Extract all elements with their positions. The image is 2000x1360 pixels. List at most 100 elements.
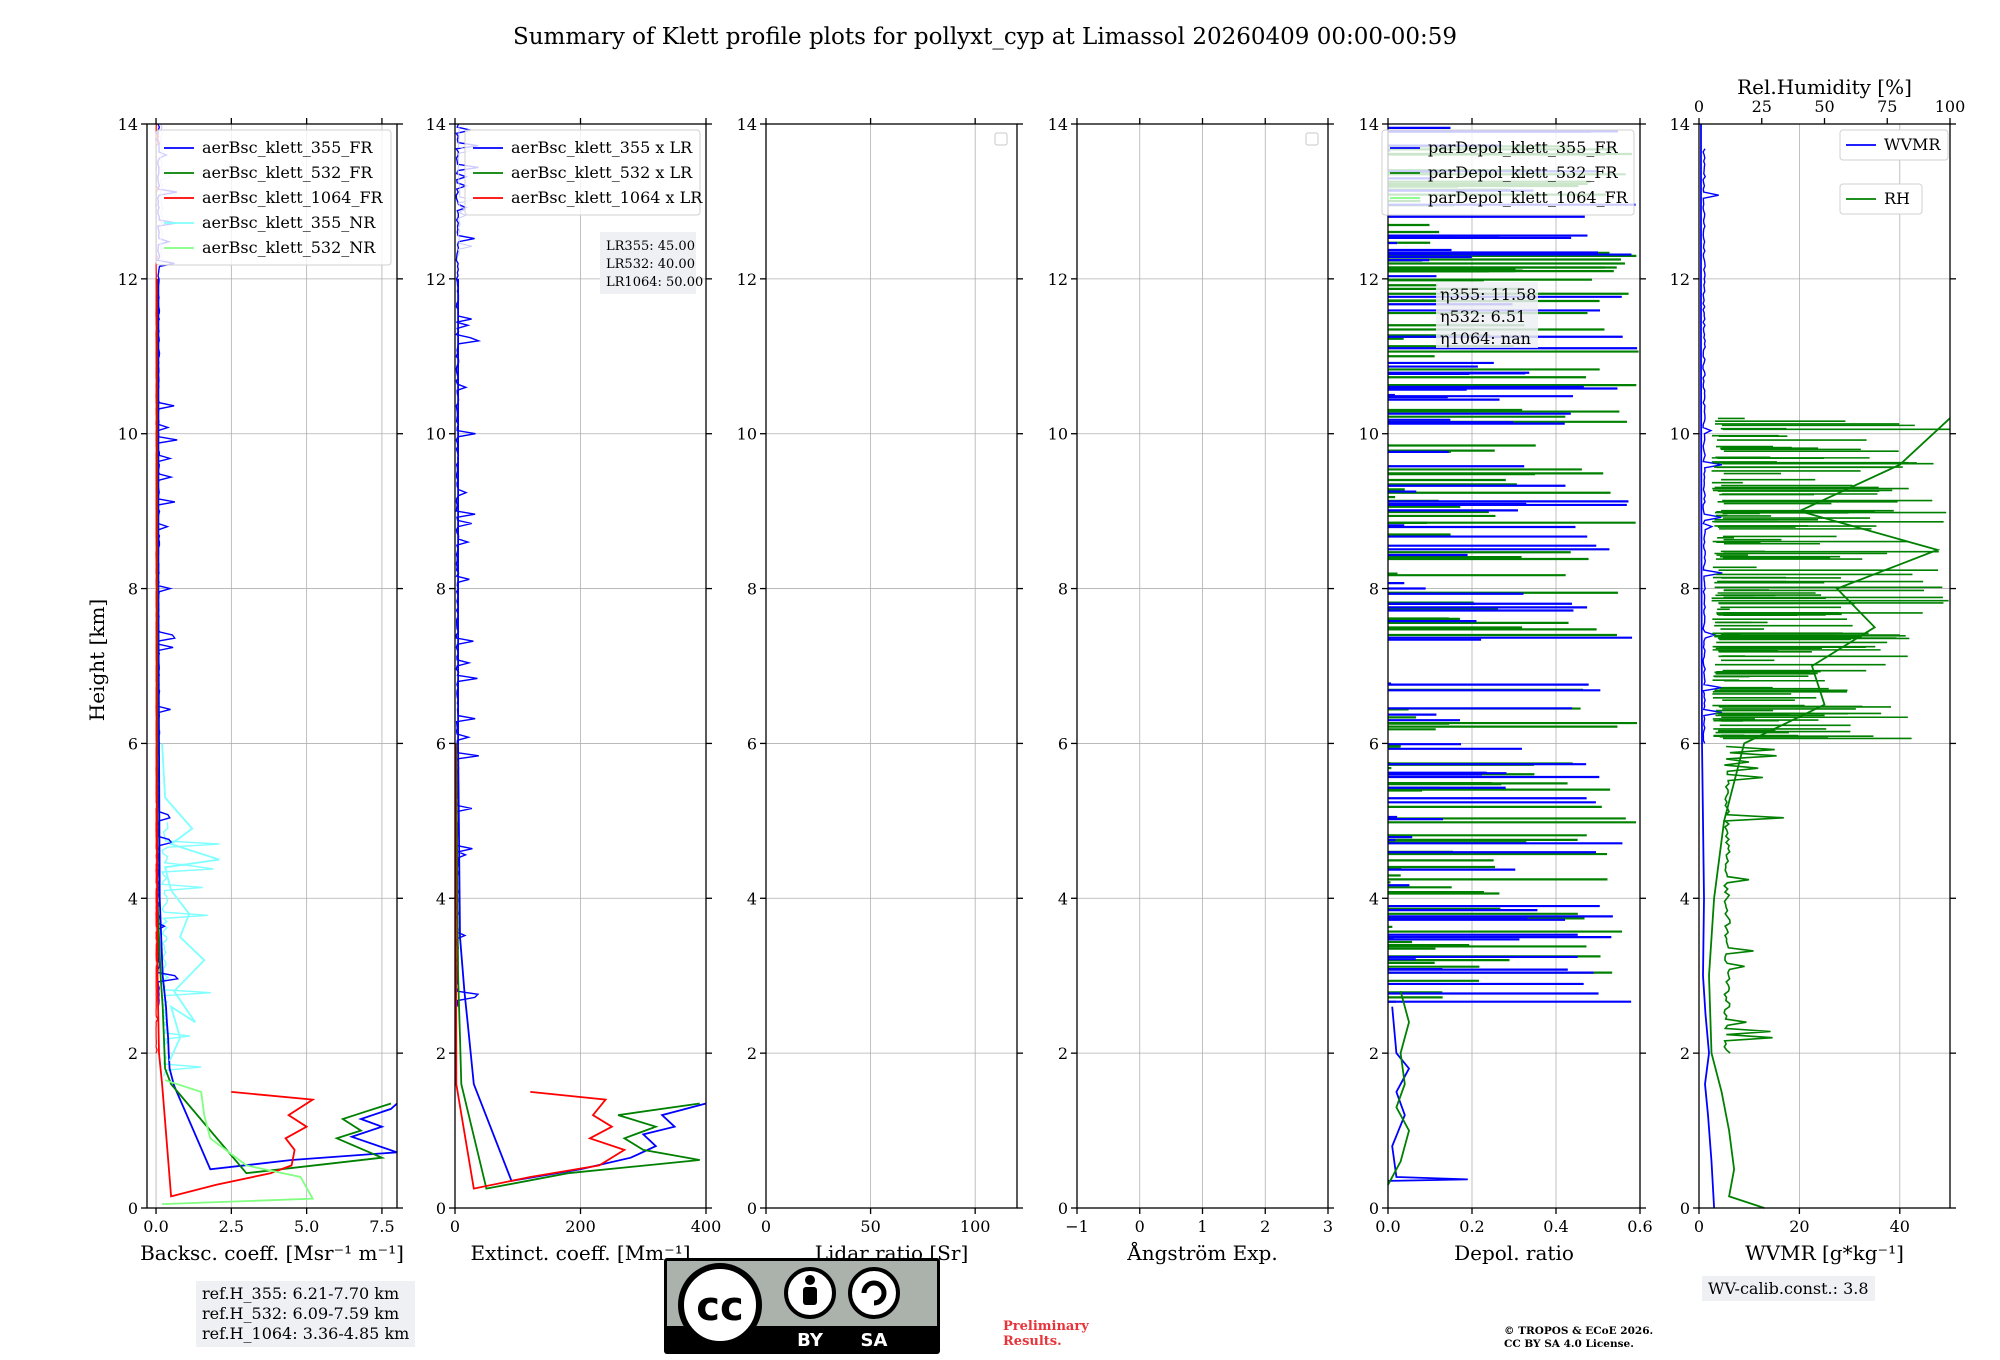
y-tick-label: 6 xyxy=(1058,734,1068,753)
x-tick-label: 100 xyxy=(960,1217,991,1236)
y-tick-label: 10 xyxy=(1359,425,1379,444)
y-tick-label: 14 xyxy=(1359,115,1379,134)
legend-entry: WVMR xyxy=(1884,135,1941,154)
y-tick-label: 12 xyxy=(1670,270,1690,289)
y-tick-label: 4 xyxy=(1058,889,1068,908)
x-axis-label: Depol. ratio xyxy=(1454,1241,1574,1265)
y-tick-label: 8 xyxy=(128,580,138,599)
eta-info-box xyxy=(1436,282,1538,348)
plot-area xyxy=(147,124,397,1208)
y-tick-label: 12 xyxy=(118,270,138,289)
axes-frame xyxy=(765,123,1018,1209)
legend-entry: aerBsc_klett_355 x LR xyxy=(511,138,693,157)
x-tick-label: 0 xyxy=(1694,1217,1704,1236)
y-tick-label: 10 xyxy=(426,425,446,444)
plot-area xyxy=(766,124,1017,1208)
lr-label: LR532: 40.00 xyxy=(606,257,695,272)
y-tick-label: 2 xyxy=(1058,1044,1068,1063)
plot-area xyxy=(1699,124,1950,1208)
copyright-note: © TROPOS & ECoE 2026. CC BY SA 4.0 Licen… xyxy=(1504,1325,1653,1351)
empty-legend xyxy=(994,132,1008,146)
eta-label: η355: 11.58 xyxy=(1440,285,1536,304)
legend-entry: parDepol_klett_532_FR xyxy=(1428,163,1619,182)
y-tick-label: 10 xyxy=(1048,425,1068,444)
lr-info-box xyxy=(600,232,696,294)
y-tick-label: 4 xyxy=(128,889,138,908)
series-aerBsc-klett-532-x-LR xyxy=(455,743,700,1190)
y-tick-label: 4 xyxy=(1369,889,1379,908)
y-tick-label: 0 xyxy=(1680,1199,1690,1218)
y-tick-label: 6 xyxy=(128,734,138,753)
series-aerBsc-klett-1064-x-LR xyxy=(454,743,627,1190)
y-tick-label: 2 xyxy=(1369,1044,1379,1063)
y-tick-label: 2 xyxy=(747,1044,757,1063)
reference-heights-box: ref.H_355: 6.21-7.70 km ref.H_532: 6.09-… xyxy=(196,1281,416,1347)
y-tick-label: 10 xyxy=(118,425,138,444)
y-tick-label: 8 xyxy=(1369,580,1379,599)
x-tick-label: 0.2 xyxy=(1459,1217,1484,1236)
x-tick-label: 7.5 xyxy=(369,1217,394,1236)
copyright-line-2: CC BY SA 4.0 License. xyxy=(1504,1338,1634,1350)
y-tick-label: 0 xyxy=(747,1199,757,1218)
series-aerBsc-klett-355-FR xyxy=(157,278,398,1171)
legend-entry: aerBsc_klett_355_FR xyxy=(202,138,373,157)
preliminary-line-1: Preliminary xyxy=(1003,1319,1089,1334)
series-aerBsc-klett-532-FR xyxy=(156,278,392,1175)
series-aerBsc-klett-532-NR xyxy=(162,1079,315,1205)
y-tick-label: 4 xyxy=(436,889,446,908)
ref-height-1064: ref.H_1064: 3.36-4.85 km xyxy=(202,1324,410,1343)
y-tick-label: 0 xyxy=(1369,1199,1379,1218)
preliminary-results-note: Preliminary Results. xyxy=(1003,1319,1089,1349)
series-aerBsc-klett-1064-FR xyxy=(155,278,316,1198)
series-RH xyxy=(1708,417,1951,1209)
legend-entry: aerBsc_klett_532 x LR xyxy=(511,163,693,182)
x-tick-label: 2 xyxy=(1260,1217,1270,1236)
y-tick-label: 6 xyxy=(1369,734,1379,753)
y-tick-label: 6 xyxy=(436,734,446,753)
y-tick-label: 12 xyxy=(1048,270,1068,289)
y-tick-label: 0 xyxy=(436,1199,446,1218)
top-tick-label: 50 xyxy=(1814,97,1834,116)
eta-label: η1064: nan xyxy=(1440,329,1531,348)
eta-label: η532: 6.51 xyxy=(1440,307,1526,326)
y-tick-label: 14 xyxy=(426,115,446,134)
x-tick-label: 0.0 xyxy=(1375,1217,1400,1236)
x-tick-label: 2.5 xyxy=(219,1217,244,1236)
x-tick-label: 0 xyxy=(1135,1217,1145,1236)
series-parDepol-klett-532-FR xyxy=(1387,990,1410,1186)
top-tick-label: 25 xyxy=(1752,97,1772,116)
noise-trace xyxy=(457,125,474,256)
series-aerBsc-klett-355-NR xyxy=(161,743,220,1062)
copyright-line-1: © TROPOS & ECoE 2026. xyxy=(1504,1325,1654,1337)
y-tick-label: 8 xyxy=(436,580,446,599)
x-axis-label: Backsc. coeff. [Msr⁻¹ m⁻¹] xyxy=(140,1241,404,1265)
wv-calibration-box: WV-calib.const.: 3.8 xyxy=(1702,1276,1875,1301)
cc-by-sa-license-icon: cc BY SA xyxy=(664,1258,940,1354)
y-tick-label: 14 xyxy=(118,115,138,134)
axes-frame xyxy=(454,123,707,1209)
lr-label: LR355: 45.00 xyxy=(606,239,695,254)
y-tick-label: 4 xyxy=(747,889,757,908)
x-tick-label: −1 xyxy=(1065,1217,1089,1236)
y-tick-label: 8 xyxy=(1058,580,1068,599)
x-tick-label: 0 xyxy=(450,1217,460,1236)
legend-box xyxy=(1839,129,1949,161)
axes-frame xyxy=(1387,123,1641,1209)
y-tick-label: 6 xyxy=(747,734,757,753)
x-tick-label: 400 xyxy=(691,1217,722,1236)
x-tick-label: 40 xyxy=(1890,1217,1910,1236)
panel-backscatter: 0 2 4 6 8 10 12 14 0.0 2.5 5.0 7.5 Backsc. coeff. [M… xyxy=(118,115,404,1265)
ref-height-355: ref.H_355: 6.21-7.70 km xyxy=(202,1284,400,1303)
legend-box xyxy=(155,129,392,266)
x-tick-label: 20 xyxy=(1789,1217,1809,1236)
x-tick-label: 50 xyxy=(860,1217,880,1236)
legend-entry: aerBsc_klett_532_NR xyxy=(202,238,376,257)
preliminary-line-2: Results. xyxy=(1003,1334,1062,1349)
y-tick-label: 2 xyxy=(1680,1044,1690,1063)
y-tick-label: 14 xyxy=(737,115,757,134)
cc-sa-label: SA xyxy=(861,1330,888,1351)
y-tick-label: 12 xyxy=(426,270,446,289)
y-tick-label: 10 xyxy=(1670,425,1690,444)
